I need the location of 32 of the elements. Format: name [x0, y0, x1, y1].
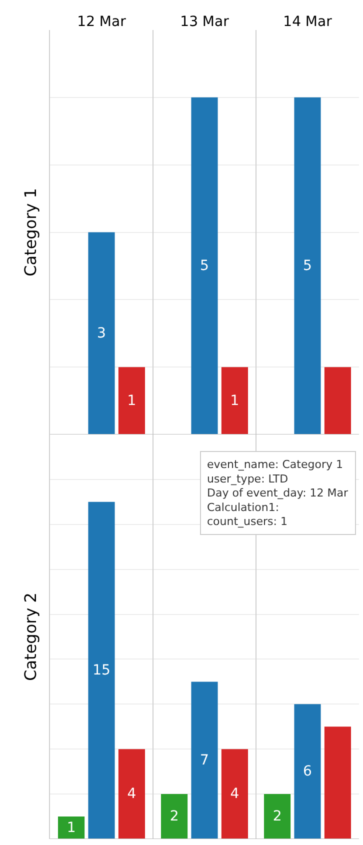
data-label: 2	[272, 808, 282, 825]
bar	[160, 794, 188, 839]
bar	[88, 502, 115, 839]
data-label: 6	[303, 764, 312, 780]
bar	[264, 794, 291, 839]
data-label: 1	[127, 392, 136, 409]
data-label: 15	[92, 662, 110, 678]
annotation: Calculation1:	[207, 500, 280, 514]
data-label: 2	[170, 808, 179, 825]
bar	[118, 749, 146, 839]
y-axis-title: Category 1	[20, 188, 40, 276]
annotation: user_type: LTD	[207, 472, 288, 486]
data-label: 4	[230, 786, 240, 802]
bar	[191, 682, 218, 839]
data-label: 3	[97, 325, 106, 342]
y-axis-title: Category 2	[20, 592, 40, 681]
x-tick-label: 14 Mar	[283, 14, 332, 30]
bar	[324, 726, 352, 839]
annotation: Day of event_day: 12 Mar	[207, 486, 349, 500]
x-tick-label: 12 Mar	[77, 14, 126, 30]
bar	[58, 816, 85, 839]
data-label: 5	[303, 258, 312, 274]
annotation: count_users: 1	[207, 515, 288, 528]
data-label: 1	[230, 392, 240, 409]
data-label: 1	[66, 820, 76, 836]
data-label: 7	[200, 752, 209, 768]
annotation: event_name: Category 1	[207, 458, 343, 471]
data-label: 4	[127, 786, 136, 802]
x-tick-label: 13 Mar	[180, 14, 230, 30]
bar	[221, 749, 248, 839]
data-label: 5	[200, 258, 209, 274]
bar	[294, 704, 321, 839]
